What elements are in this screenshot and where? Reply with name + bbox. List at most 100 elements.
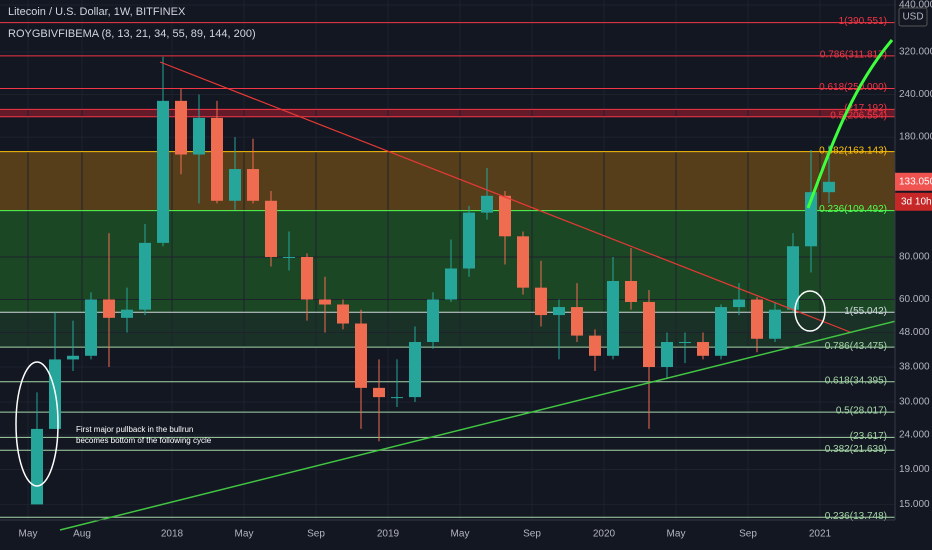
fib-label: (23.617): [850, 431, 887, 442]
y-tick-label: 30.000: [899, 397, 930, 408]
x-tick-label: Sep: [739, 529, 757, 540]
fib-label: 0.382(21.639): [825, 444, 887, 455]
chart-title: Litecoin / U.S. Dollar, 1W, BITFINEX: [8, 6, 186, 18]
candle-body: [535, 287, 547, 316]
fib-label: (217.192): [844, 103, 887, 114]
fib-label: 0.236(109.492): [819, 204, 887, 215]
fib-label: 1(390.551): [839, 16, 887, 27]
annotation: First major pullback in the bullrun: [76, 425, 193, 434]
candle-body: [409, 342, 421, 398]
last-price-tag: [895, 172, 932, 191]
candle-body: [733, 299, 745, 308]
candle-body: [751, 299, 763, 339]
candle-body: [67, 355, 79, 360]
fib-label: 0.236(13.748): [825, 511, 887, 522]
x-tick-label: 2018: [161, 529, 184, 540]
candle-body: [571, 307, 583, 336]
candle-body: [643, 301, 655, 368]
x-tick-label: Sep: [307, 529, 325, 540]
fib-label: 0.786(311.817): [820, 50, 887, 61]
candle-body: [247, 169, 259, 201]
x-tick-label: Sep: [523, 529, 541, 540]
currency[interactable]: USD: [902, 12, 923, 23]
candle-body: [499, 195, 511, 237]
candle-body: [769, 309, 781, 339]
candle-body: [715, 307, 727, 356]
y-tick-label: 80.000: [899, 252, 930, 263]
fib-label: 0.618(34.395): [825, 375, 887, 386]
projection-curve: [806, 39, 894, 209]
candle-body: [121, 309, 133, 318]
candle-body: [337, 304, 349, 324]
candle-body: [823, 181, 835, 193]
y-tick-label: 19.000: [899, 464, 930, 475]
indicator-label: ROYGBIVFIBEMA (8, 13, 21, 34, 55, 89, 14…: [8, 28, 256, 40]
candle-body: [697, 342, 709, 356]
candle-body: [103, 299, 115, 318]
candle-body: [607, 280, 619, 356]
fib-label: 0.618(250.000): [819, 82, 887, 93]
highlight-circle: [15, 361, 59, 487]
fib-label: 0.786(43.475): [825, 341, 887, 352]
y-tick-label: 60.000: [899, 294, 930, 305]
candle-body: [139, 242, 151, 310]
fib-zone: [0, 151, 895, 211]
candle-body: [319, 299, 331, 305]
candle-body: [373, 387, 385, 398]
grid: [0, 0, 895, 520]
candle-body: [283, 256, 295, 258]
fib-label: 0.5(28.017): [836, 406, 887, 417]
fib-zone: [0, 312, 895, 348]
x-tick-label: May: [235, 529, 254, 540]
x-tick-label: May: [667, 529, 686, 540]
y-tick-label: 440.000: [899, 0, 932, 11]
candle-body: [211, 117, 223, 201]
candle-body: [553, 307, 565, 316]
x-tick-label: May: [19, 529, 38, 540]
price-axis: [895, 0, 932, 550]
candle-body: [391, 397, 403, 399]
y-tick-label: 240.000: [899, 89, 932, 100]
y-tick-label: 38.000: [899, 362, 930, 373]
fib-zones: [0, 109, 895, 348]
y-tick-label: 48.000: [899, 327, 930, 338]
fib-zone: [0, 109, 895, 117]
candle-body: [31, 428, 43, 505]
countdown-tag: [895, 192, 932, 211]
trend-line-up: [59, 311, 932, 531]
fib-label: 1(55.042): [844, 306, 887, 317]
candle-body: [481, 195, 493, 213]
x-tick-label: 2019: [377, 529, 400, 540]
fib-label: 0.382(163.143): [819, 145, 887, 156]
candle-body: [175, 100, 187, 155]
candle-body: [301, 256, 313, 300]
x-tick-label: 2021: [809, 529, 832, 540]
candle-body: [157, 100, 169, 243]
candle-body: [679, 342, 691, 344]
candle-body: [625, 280, 637, 302]
highlight-circle: [794, 290, 826, 332]
candle-body: [445, 268, 457, 300]
axis-labels: 15.000 19.000 24.000 30.000 38.000 48.000 60.0…: [19, 0, 932, 540]
trend-line-down: [159, 61, 851, 333]
y-tick-label: 180.000: [899, 132, 932, 143]
candle-body: [787, 246, 799, 310]
candle-body: [85, 299, 97, 356]
candle-body: [355, 323, 367, 388]
x-tick-label: Aug: [73, 529, 91, 540]
candle-body: [661, 342, 673, 368]
candle-body: [517, 236, 529, 288]
y-tick-label: 24.000: [899, 430, 930, 441]
candle-body: [193, 117, 205, 155]
y-tick-label: 15.000: [899, 499, 930, 510]
candle-body: [427, 299, 439, 343]
countdown-label: 3d 10h: [901, 196, 932, 207]
fib-levels: 1(390.551) 0.786(311.817) 0.618(250.000) (2…: [0, 16, 895, 522]
last-price-label: 133.050: [899, 176, 932, 187]
candle-body: [229, 169, 241, 201]
annotation: becomes bottom of the following cycle: [76, 436, 212, 445]
currency-box[interactable]: [898, 7, 928, 27]
